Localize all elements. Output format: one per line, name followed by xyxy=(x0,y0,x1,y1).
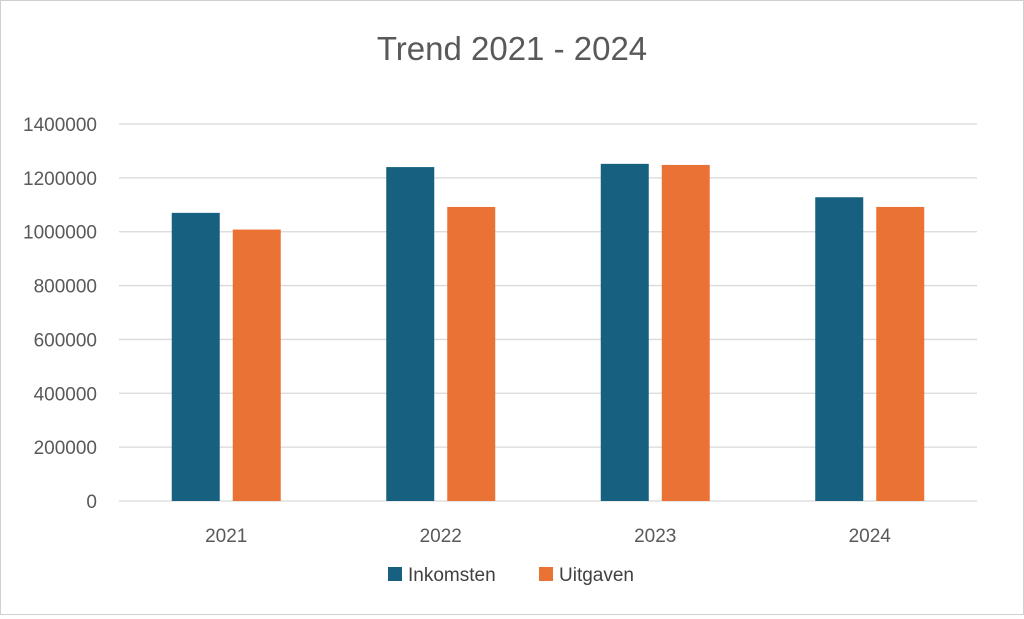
x-tick-label: 2023 xyxy=(634,526,676,547)
bar-uitgaven-2022 xyxy=(447,206,496,501)
legend-label-uitgaven: Uitgaven xyxy=(559,565,634,586)
chart-title: Trend 2021 - 2024 xyxy=(377,30,647,67)
legend-swatch-uitgaven xyxy=(539,567,553,581)
x-tick-label: 2022 xyxy=(420,526,462,547)
y-tick-label: 0 xyxy=(86,492,97,513)
bar-inkomsten-2024 xyxy=(815,197,864,501)
y-tick-label: 600000 xyxy=(34,330,97,351)
x-tick-label: 2021 xyxy=(205,526,247,547)
y-tick-label: 400000 xyxy=(34,384,97,405)
bar-uitgaven-2023 xyxy=(661,164,710,501)
x-axis-ticks: 2021 2022 2023 2024 xyxy=(205,526,891,547)
legend-label-inkomsten: Inkomsten xyxy=(408,565,496,586)
y-axis-ticks: 0 200000 400000 600000 800000 1000000 1200000 1… xyxy=(23,115,97,513)
bars xyxy=(171,163,925,502)
legend-swatch-inkomsten xyxy=(388,567,402,581)
x-tick-label: 2024 xyxy=(849,526,892,547)
y-tick-label: 1400000 xyxy=(23,115,97,136)
bar-inkomsten-2023 xyxy=(600,163,649,501)
bar-inkomsten-2021 xyxy=(171,212,220,501)
y-tick-label: 200000 xyxy=(34,438,97,459)
y-tick-label: 1000000 xyxy=(23,223,97,244)
y-tick-label: 800000 xyxy=(34,277,97,298)
y-tick-label: 1200000 xyxy=(23,169,97,190)
bar-inkomsten-2022 xyxy=(386,167,435,502)
legend: Inkomsten Uitgaven xyxy=(388,565,634,586)
bar-uitgaven-2021 xyxy=(232,229,281,501)
bar-uitgaven-2024 xyxy=(876,206,925,501)
